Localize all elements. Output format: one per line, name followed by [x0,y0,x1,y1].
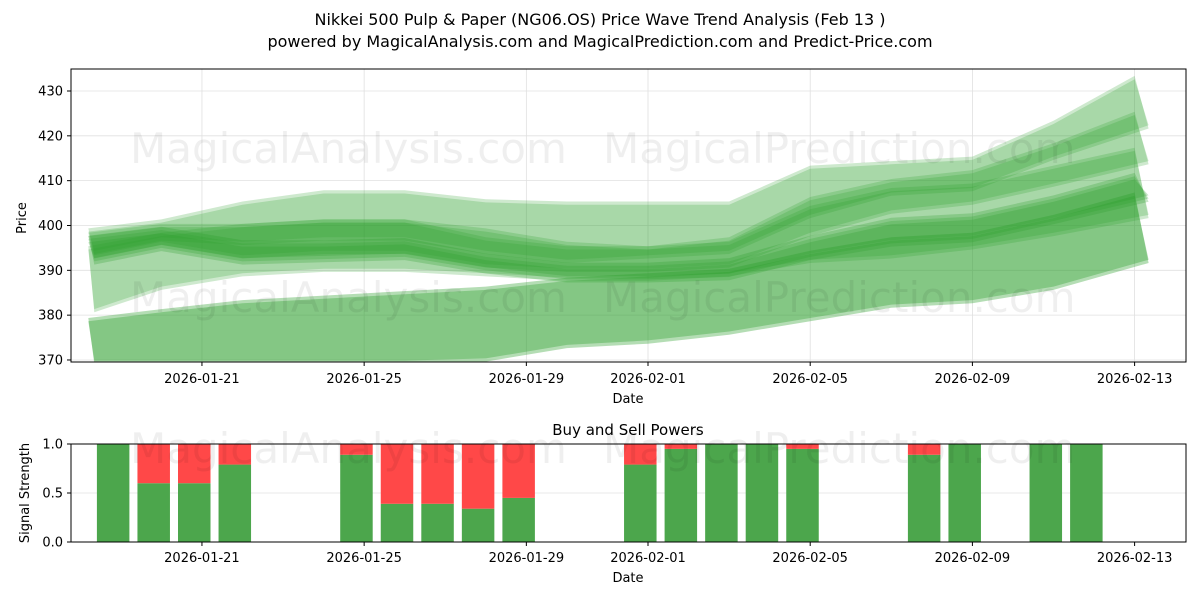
price-x-axis: 2026-01-21 2026-01-25 2026-01-29 2026-02-01… [164,362,1172,387]
wave-band [88,179,1149,277]
sell-bar [421,444,454,504]
chart-subtitle: powered by MagicalAnalysis.com and Magic… [267,32,933,51]
x-tick-label: 2026-02-01 [610,372,686,387]
y-tick-label: 380 [38,309,63,324]
x-tick-label: 2026-01-21 [164,551,240,566]
y-tick-label: 0.0 [42,536,63,551]
price-axes-frame [70,68,1187,363]
buy-bar [1070,444,1103,542]
buy-bar [664,448,698,542]
wave-band [88,111,1149,272]
buy-bar [705,444,738,542]
signal-x-label: Date [612,571,643,586]
x-tick-label: 2026-02-13 [1097,551,1173,566]
y-tick-label: 390 [38,264,63,279]
signal-y-label: Signal Strength [18,443,33,543]
buy-bar [96,444,130,542]
signal-chart-title: Buy and Sell Powers [552,421,704,439]
wave-band [88,176,1149,280]
signal-y-axis: 0.0 0.5 1.0 [42,438,71,551]
price-bands [88,75,1149,362]
watermark: MagicalPrediction.com [603,424,1076,473]
sell-bar [664,444,698,449]
buy-bar [340,454,373,542]
buy-bar [1029,444,1063,542]
watermark: MagicalPrediction.com [603,273,1076,322]
sell-bar [786,444,819,449]
sell-bar [340,444,373,455]
price-wave-chart: MagicalAnalysis.com MagicalPrediction.co… [15,68,1187,407]
buy-sell-chart: Buy and Sell Powers MagicalAnalysis.com … [18,421,1187,586]
buy-bar [502,497,535,542]
x-tick-label: 2026-02-01 [610,551,686,566]
y-tick-label: 420 [38,129,63,144]
x-tick-label: 2026-02-05 [772,372,848,387]
x-tick-label: 2026-01-25 [326,551,402,566]
wave-band [88,147,1149,313]
x-tick-label: 2026-02-09 [935,372,1011,387]
buy-bar [461,508,495,542]
wave-band [88,79,1149,260]
wave-band [88,195,1149,361]
sell-bar [218,444,252,465]
watermark: MagicalAnalysis.com [130,424,567,473]
price-y-label: Price [15,202,30,234]
buy-bar [137,483,170,542]
price-y-axis: 370 380 390 400 410 420 430 [38,85,71,368]
sell-bar [624,444,657,465]
x-tick-label: 2026-01-21 [164,372,240,387]
buy-bar [948,444,981,542]
sell-bar [502,444,535,498]
wave-band [88,192,1149,362]
price-grid [71,69,1186,362]
wave-band [88,150,1149,310]
wave-band [88,75,1149,264]
sell-bar [137,444,170,484]
watermark: MagicalPrediction.com [603,124,1076,173]
y-tick-label: 430 [38,85,63,100]
y-tick-label: 410 [38,174,63,189]
buy-bar [218,464,252,542]
watermark: MagicalAnalysis.com [130,273,567,322]
x-tick-label: 2026-02-05 [772,551,848,566]
price-x-label: Date [612,392,643,407]
buy-bar [907,454,941,542]
y-tick-label: 1.0 [42,438,63,453]
watermark: MagicalAnalysis.com [130,124,567,173]
x-tick-label: 2026-02-09 [935,551,1011,566]
y-tick-label: 400 [38,219,63,234]
y-tick-label: 370 [38,353,63,368]
sell-bar [178,444,211,484]
buy-bar [786,448,819,542]
sell-bar [907,444,941,455]
x-tick-label: 2026-01-25 [326,372,402,387]
buy-bar [624,464,657,542]
wave-band [88,115,1149,269]
chart-title: Nikkei 500 Pulp & Paper (NG06.OS) Price … [314,10,886,29]
buy-bar [178,483,211,542]
buy-bar [745,444,779,542]
x-tick-label: 2026-01-29 [489,551,565,566]
signal-x-axis: 2026-01-21 2026-01-25 2026-01-29 2026-02-01… [164,542,1172,566]
wave-band [88,172,1149,283]
buy-bar [380,503,414,542]
sell-bar [461,444,495,509]
sell-bar [380,444,414,504]
x-tick-label: 2026-01-29 [489,372,565,387]
buy-bar [421,503,454,542]
y-tick-label: 0.5 [42,487,63,502]
x-tick-label: 2026-02-13 [1097,372,1173,387]
signal-bars [96,444,1103,542]
